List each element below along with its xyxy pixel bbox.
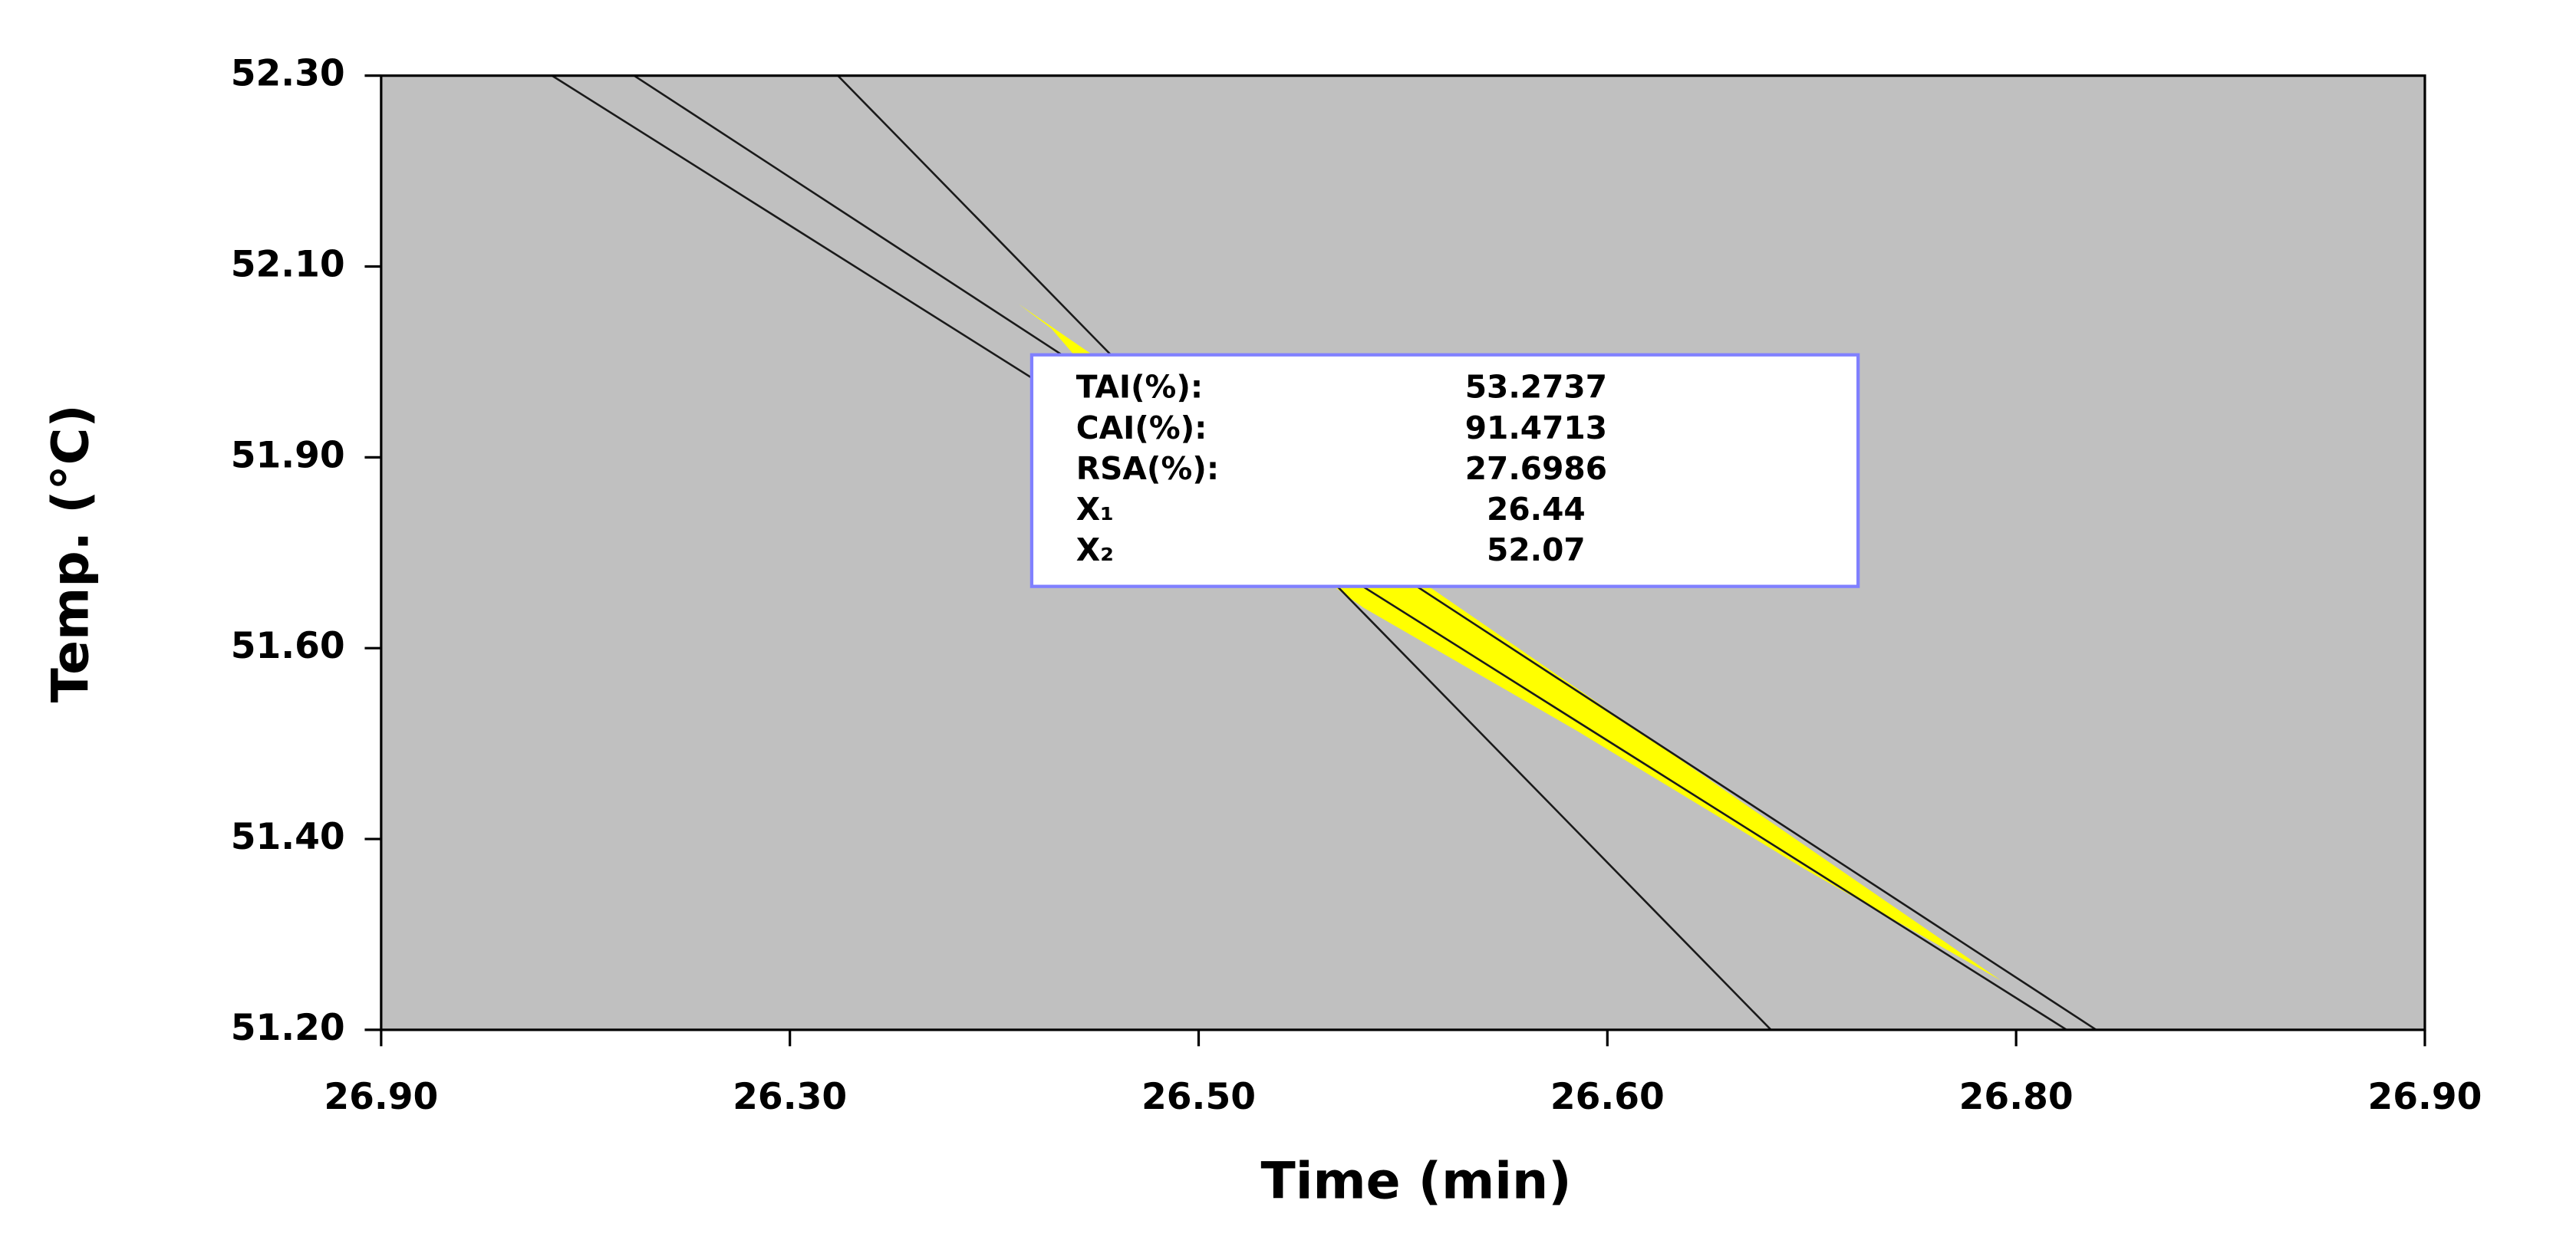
annotation-box (1029, 353, 1860, 588)
y-tick-label: 51.90 (231, 434, 345, 476)
x-tick-label: 26.90 (324, 1076, 438, 1118)
y-tick-label: 51.40 (231, 816, 345, 858)
x-tick-label: 26.30 (733, 1076, 847, 1118)
x-tick-label: 26.90 (2367, 1076, 2482, 1118)
plot-frame (380, 74, 2426, 1031)
annotation-label: CAI(%): (1076, 410, 1207, 446)
annotation-label: X₁ (1076, 491, 1114, 528)
x-tick-label: 26.80 (1959, 1076, 2074, 1118)
y-tick-label: 52.30 (231, 53, 345, 95)
annotation-value: 26.44 (1487, 491, 1586, 528)
annotation-label: RSA(%): (1076, 450, 1219, 487)
x-tick-label: 26.60 (1550, 1076, 1665, 1118)
annotation-label: TAI(%): (1076, 369, 1203, 406)
x-tick-label: 26.50 (1141, 1076, 1256, 1118)
y-tick-label: 51.60 (231, 625, 345, 667)
annotation-value: 52.07 (1487, 531, 1586, 568)
y-tick-label: 52.10 (231, 243, 345, 285)
y-axis-title: Temp. (°C) (40, 404, 100, 702)
annotation-value: 27.6986 (1465, 450, 1607, 487)
annotation-value: 53.2737 (1465, 369, 1607, 406)
annotation-value: 91.4713 (1465, 410, 1607, 446)
y-tick-label: 51.20 (231, 1007, 345, 1049)
annotation-label: X₂ (1076, 531, 1114, 568)
x-axis-title: Time (min) (1260, 1150, 1571, 1210)
